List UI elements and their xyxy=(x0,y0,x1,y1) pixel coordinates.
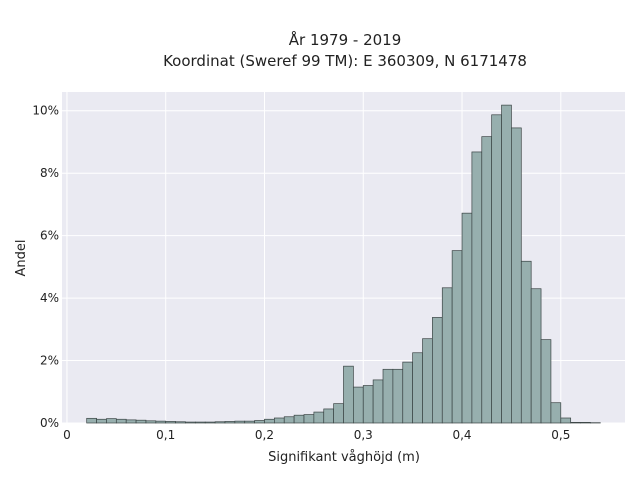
histogram-bar xyxy=(204,421,216,424)
histogram-bar xyxy=(511,127,522,424)
histogram-bar xyxy=(481,136,493,424)
x-tick-label: 0,2 xyxy=(255,428,274,442)
histogram-bar xyxy=(96,418,107,424)
histogram-bar xyxy=(86,417,97,424)
histogram-bar xyxy=(412,352,423,424)
x-tick-label: 0,1 xyxy=(156,428,175,442)
histogram-bar xyxy=(175,421,186,424)
histogram-bar xyxy=(570,422,581,424)
y-tick-label: 2% xyxy=(40,354,59,368)
histogram-bar xyxy=(234,420,246,424)
histogram-bar xyxy=(293,414,305,424)
y-tick-label: 8% xyxy=(40,166,59,180)
histogram-bar xyxy=(451,250,463,424)
x-tick-label: 0,5 xyxy=(551,428,570,442)
histogram-bar xyxy=(353,386,364,424)
chart-title-line2: Koordinat (Sweref 99 TM): E 360309, N 61… xyxy=(163,52,527,70)
histogram-bar xyxy=(313,411,325,424)
histogram-bar xyxy=(333,403,344,424)
histogram-bar xyxy=(106,418,117,424)
histogram-bar xyxy=(254,420,265,424)
histogram-bar xyxy=(194,421,206,424)
histogram-bar xyxy=(432,317,443,424)
histogram-bar xyxy=(303,414,315,424)
histogram-bar xyxy=(274,417,285,424)
y-axis-label: Andel xyxy=(14,240,29,277)
histogram-bar xyxy=(520,260,532,424)
y-tick-label: 10% xyxy=(32,104,59,118)
histogram-bar xyxy=(402,361,413,424)
histogram-bar xyxy=(343,365,354,424)
histogram-bar xyxy=(501,104,512,424)
histogram-bar xyxy=(145,420,157,424)
histogram-bar xyxy=(135,419,147,424)
histogram-bar xyxy=(471,151,483,424)
histogram-bar xyxy=(491,114,502,424)
histogram-bar xyxy=(461,212,473,424)
histogram-bar xyxy=(185,421,196,424)
histogram-bars xyxy=(86,104,601,424)
chart-title-line1: År 1979 - 2019 xyxy=(289,30,402,49)
y-tick-label: 6% xyxy=(40,229,59,243)
x-tick-label: 0 xyxy=(63,428,71,442)
histogram-bar xyxy=(560,417,572,424)
histogram-bar xyxy=(264,418,275,424)
histogram-bar xyxy=(214,421,226,424)
x-tick-label: 0,4 xyxy=(452,428,471,442)
histogram-bar xyxy=(392,368,404,424)
histogram-bar xyxy=(244,420,255,424)
histogram-bar xyxy=(125,419,137,424)
histogram-bar xyxy=(323,408,334,424)
histogram-bar xyxy=(115,418,127,424)
x-tick-label: 0,3 xyxy=(354,428,373,442)
histogram-bar xyxy=(441,287,453,424)
histogram-bar xyxy=(155,420,167,424)
y-tick-label: 4% xyxy=(40,291,59,305)
histogram-bar xyxy=(580,422,591,424)
histogram-bar xyxy=(283,416,295,424)
x-axis-label: Signifikant våghöjd (m) xyxy=(268,450,420,465)
histogram-bar xyxy=(550,402,562,424)
y-tick-label: 0% xyxy=(40,416,59,430)
histogram-bar xyxy=(372,379,384,424)
histogram-bar xyxy=(362,385,374,424)
y-axis-ticks: 0% 2% 4% 6% 8% 10% xyxy=(32,104,59,430)
x-axis-ticks: 0 0,1 0,2 0,3 0,4 0,5 xyxy=(63,428,570,442)
histogram-bar xyxy=(540,339,552,424)
histogram-bar xyxy=(422,338,433,424)
histogram-bar xyxy=(530,288,542,424)
histogram-bar xyxy=(165,421,176,424)
histogram-bar xyxy=(382,368,394,424)
histogram-bar xyxy=(224,421,236,424)
